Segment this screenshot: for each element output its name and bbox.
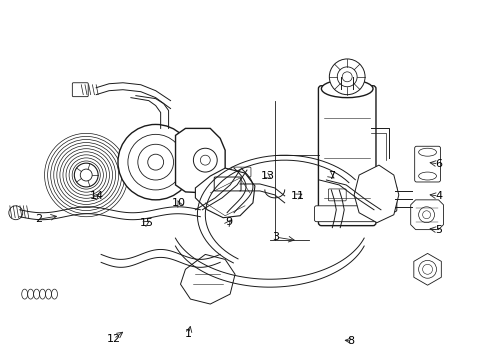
Text: 3: 3 [272,232,279,242]
Text: 4: 4 [434,191,441,201]
Polygon shape [175,129,224,193]
Polygon shape [353,165,398,223]
Text: 11: 11 [290,191,304,201]
FancyBboxPatch shape [231,167,250,177]
FancyBboxPatch shape [72,83,88,96]
Text: 8: 8 [347,336,354,346]
Text: 5: 5 [434,225,441,235]
FancyBboxPatch shape [318,86,375,226]
FancyBboxPatch shape [214,177,241,191]
Text: 6: 6 [434,159,441,169]
Polygon shape [410,200,443,230]
Text: 2: 2 [35,214,42,224]
Circle shape [74,163,98,187]
Text: 10: 10 [172,198,185,208]
Text: 12: 12 [106,334,121,344]
Text: 7: 7 [327,171,335,181]
FancyBboxPatch shape [314,206,379,222]
FancyBboxPatch shape [414,146,440,182]
Polygon shape [195,168,254,218]
Text: 9: 9 [225,217,232,227]
Polygon shape [180,255,235,304]
FancyBboxPatch shape [327,189,346,201]
Circle shape [9,206,22,220]
FancyBboxPatch shape [365,186,396,212]
Text: 14: 14 [89,191,103,201]
Circle shape [328,59,365,95]
Text: 1: 1 [185,329,192,339]
Ellipse shape [321,80,372,98]
Text: 13: 13 [260,171,274,181]
Text: 15: 15 [139,218,153,228]
Circle shape [118,125,193,200]
